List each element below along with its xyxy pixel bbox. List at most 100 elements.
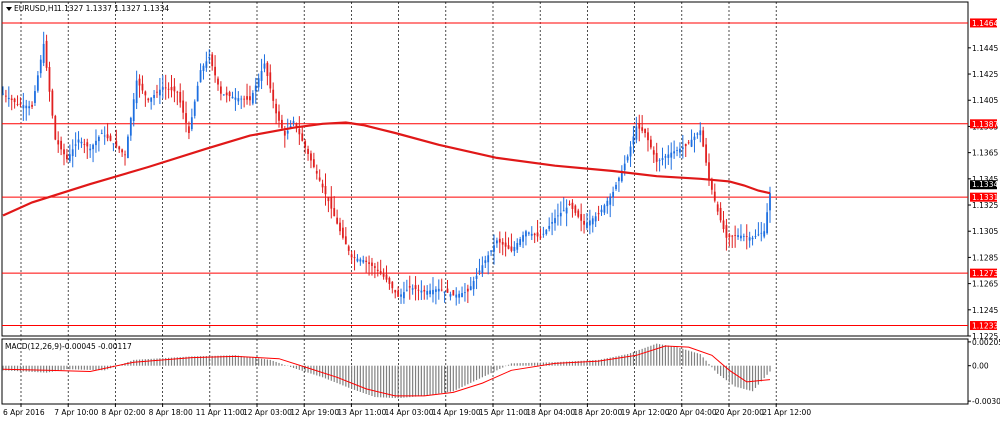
candle-body: [513, 246, 516, 252]
candle-body: [83, 144, 86, 145]
candle-body: [234, 97, 237, 100]
candle-body: [769, 193, 771, 211]
candle-body: [440, 289, 443, 291]
candle-body: [161, 87, 164, 90]
candle-body: [164, 87, 167, 89]
candle-body: [397, 290, 400, 297]
candle-body: [246, 96, 248, 100]
candle-body: [193, 101, 196, 116]
candle-body: [554, 218, 556, 224]
candle-body: [45, 40, 48, 68]
candle-body: [321, 183, 324, 188]
candle-body: [60, 140, 63, 150]
grid-lines: [20, 2, 777, 404]
candle-body: [667, 154, 670, 158]
candle-body: [498, 238, 501, 243]
candle-body: [237, 98, 240, 102]
candle-body: [708, 162, 710, 179]
candles: [2, 31, 771, 306]
candle-body: [417, 289, 420, 291]
candle-body: [362, 260, 365, 263]
candle-body: [129, 117, 132, 136]
candle-body: [92, 144, 94, 150]
candle-body: [48, 67, 51, 92]
candle-body: [432, 289, 434, 295]
candle-body: [414, 285, 417, 290]
candle-body: [452, 290, 455, 296]
candle-body: [307, 148, 309, 154]
candle-body: [257, 78, 260, 88]
macd-tick-label: 0.00205: [972, 338, 1000, 347]
price-panel-frame: [1, 1, 969, 337]
candle-body: [298, 128, 301, 135]
time-tick-label: 12 Apr 03:00: [243, 408, 292, 417]
candle-body: [527, 232, 530, 234]
candle-body: [318, 177, 321, 181]
candle-body: [330, 197, 333, 209]
candle-body: [649, 139, 652, 148]
candle-body: [693, 136, 696, 141]
candle-body: [681, 147, 684, 149]
candle-body: [240, 98, 243, 100]
candle-body: [301, 133, 304, 141]
candle-body: [359, 259, 362, 262]
candle-body: [719, 207, 722, 221]
candle-body: [153, 94, 155, 99]
candle-body: [327, 196, 330, 202]
candle-body: [629, 146, 632, 157]
candle-body: [156, 91, 158, 93]
candle-body: [214, 66, 216, 76]
price-tick-label: 1.1305: [972, 227, 998, 236]
time-tick-label: 20 Apr 20:00: [715, 408, 764, 417]
candle-body: [7, 97, 10, 100]
candle-body: [710, 180, 713, 190]
ohlc-label: 1.1327 1.1337 1.1327 1.1334: [57, 4, 169, 13]
time-tick-label: 14 Apr 19:00: [432, 408, 481, 417]
candle-body: [28, 106, 31, 109]
time-tick-label: 19 Apr 12:00: [621, 408, 670, 417]
candle-body: [211, 54, 214, 67]
candle-body: [426, 290, 429, 295]
candle-body: [722, 220, 725, 230]
candle-body: [42, 43, 45, 63]
candle-body: [225, 92, 228, 96]
candle-body: [600, 209, 603, 213]
candle-body: [449, 294, 452, 297]
candle-body: [249, 96, 251, 101]
candle-body: [353, 257, 356, 259]
candle-body: [324, 185, 327, 195]
candle-body: [632, 136, 635, 145]
candle-body: [103, 135, 106, 137]
candle-body: [19, 103, 22, 105]
candle-body: [356, 258, 359, 262]
time-tick-label: 21 Apr 12:00: [762, 408, 811, 417]
candle-body: [443, 291, 446, 294]
candle-body: [458, 293, 461, 298]
candle-body: [423, 289, 426, 292]
candle-body: [763, 231, 766, 237]
candle-body: [112, 143, 115, 145]
candle-body: [217, 78, 219, 85]
candle-body: [275, 103, 277, 114]
candle-body: [562, 210, 565, 212]
price-level-tag: [970, 119, 997, 129]
candle-body: [516, 243, 519, 250]
candle-body: [71, 149, 74, 157]
candle-body: [626, 156, 629, 161]
candle-body: [89, 148, 92, 151]
candle-body: [199, 70, 202, 83]
time-tick-label: 8 Apr 18:00: [149, 408, 193, 417]
candle-body: [339, 222, 341, 232]
candle-body: [757, 234, 760, 236]
candle-body: [243, 98, 246, 100]
candle-body: [545, 229, 548, 234]
candle-body: [315, 170, 318, 174]
candle-body: [254, 85, 257, 92]
candle-body: [278, 111, 280, 121]
candle-body: [135, 80, 138, 104]
candle-body: [121, 149, 124, 153]
dropdown-triangle-icon[interactable]: [6, 7, 12, 11]
candle-body: [464, 292, 466, 294]
candle-body: [673, 151, 676, 154]
price-level-tag: [970, 192, 997, 202]
